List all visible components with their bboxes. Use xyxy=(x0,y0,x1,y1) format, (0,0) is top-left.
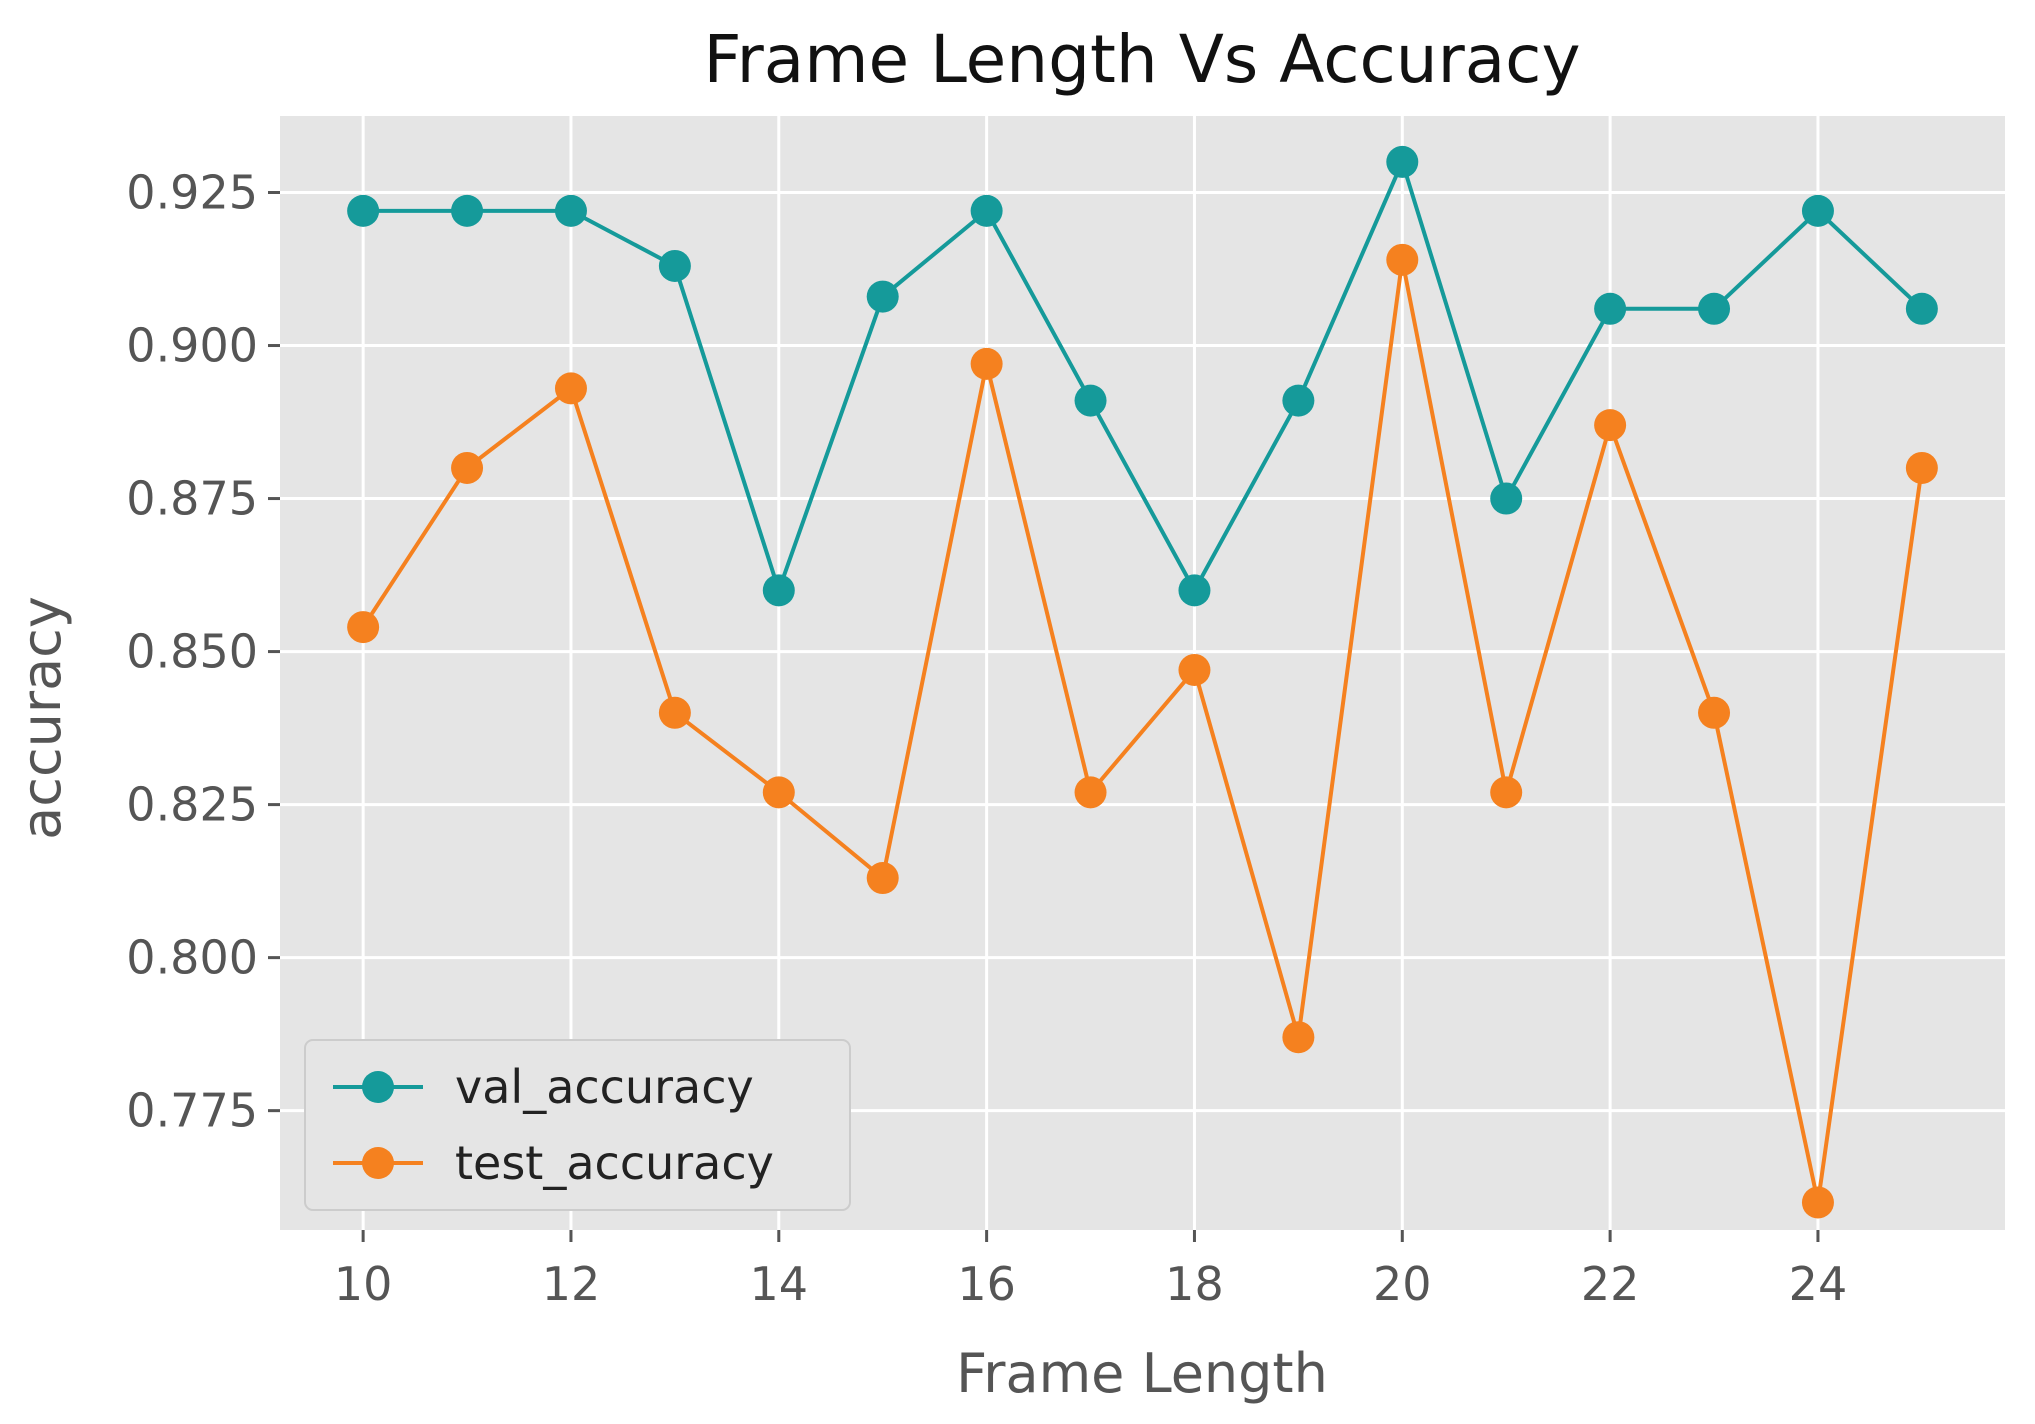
x-axis-ticks: 10 12 14 16 18 20 22 24 xyxy=(334,1230,1847,1311)
data-point xyxy=(1801,1186,1834,1219)
legend-marker xyxy=(362,1147,394,1179)
y-tick-label: 0.900 xyxy=(126,319,258,373)
x-tick-label: 10 xyxy=(334,1257,393,1311)
data-point xyxy=(970,194,1003,227)
data-point xyxy=(1074,776,1107,809)
series-test_accuracy xyxy=(347,243,1938,1219)
data-point xyxy=(1490,776,1523,809)
data-point xyxy=(1490,482,1523,515)
legend-box xyxy=(304,1039,851,1211)
data-point xyxy=(970,347,1003,380)
x-tick-label: 24 xyxy=(1789,1257,1848,1311)
x-tick-label: 14 xyxy=(750,1257,809,1311)
y-tick-label: 0.850 xyxy=(126,625,258,679)
data-point xyxy=(762,574,795,607)
x-tick-label: 22 xyxy=(1581,1257,1640,1311)
data-point xyxy=(347,611,380,644)
data-point xyxy=(1801,194,1834,227)
legend-item: val_accuracy xyxy=(333,1060,754,1114)
data-point xyxy=(1698,696,1731,729)
data-point xyxy=(866,862,899,895)
legend-label: val_accuracy xyxy=(455,1060,754,1114)
data-point xyxy=(1594,409,1627,442)
series-line xyxy=(361,257,1924,1205)
data-point xyxy=(1074,384,1107,417)
data-point xyxy=(451,194,484,227)
y-axis-ticks: 0.775 0.800 0.825 0.850 0.875 0.900 0.925 xyxy=(126,166,280,1138)
data-point xyxy=(554,194,587,227)
legend: val_accuracy test_accuracy xyxy=(304,1039,851,1211)
x-tick-label: 20 xyxy=(1373,1257,1432,1311)
data-point xyxy=(1178,653,1211,686)
data-point xyxy=(1698,292,1731,325)
data-point xyxy=(1594,292,1627,325)
legend-item: test_accuracy xyxy=(333,1136,774,1190)
data-point xyxy=(658,249,691,282)
chart-title: Frame Length Vs Accuracy xyxy=(703,21,1580,98)
x-tick-label: 18 xyxy=(1165,1257,1224,1311)
x-tick-label: 12 xyxy=(542,1257,601,1311)
series-val_accuracy xyxy=(347,145,1938,607)
data-point xyxy=(1386,243,1419,276)
data-point xyxy=(1386,145,1419,178)
data-point xyxy=(1905,292,1938,325)
series xyxy=(347,145,1938,1219)
grid xyxy=(280,116,2005,1230)
data-point xyxy=(554,372,587,405)
x-axis-label: Frame Length xyxy=(956,1342,1328,1405)
y-tick-label: 0.800 xyxy=(126,931,258,985)
data-point xyxy=(866,280,899,313)
data-point xyxy=(1178,574,1211,607)
legend-marker xyxy=(362,1071,394,1103)
y-tick-label: 0.925 xyxy=(126,166,258,220)
data-point xyxy=(762,776,795,809)
data-point xyxy=(347,194,380,227)
data-point xyxy=(1282,384,1315,417)
data-point xyxy=(658,696,691,729)
data-point xyxy=(451,451,484,484)
data-point xyxy=(1282,1021,1315,1054)
y-tick-label: 0.825 xyxy=(126,778,258,832)
y-tick-label: 0.775 xyxy=(126,1084,258,1138)
legend-label: test_accuracy xyxy=(455,1136,774,1190)
y-tick-label: 0.875 xyxy=(126,472,258,526)
y-axis-label: accuracy xyxy=(10,596,73,840)
x-tick-label: 16 xyxy=(957,1257,1016,1311)
data-point xyxy=(1905,451,1938,484)
series-line xyxy=(363,159,1924,593)
